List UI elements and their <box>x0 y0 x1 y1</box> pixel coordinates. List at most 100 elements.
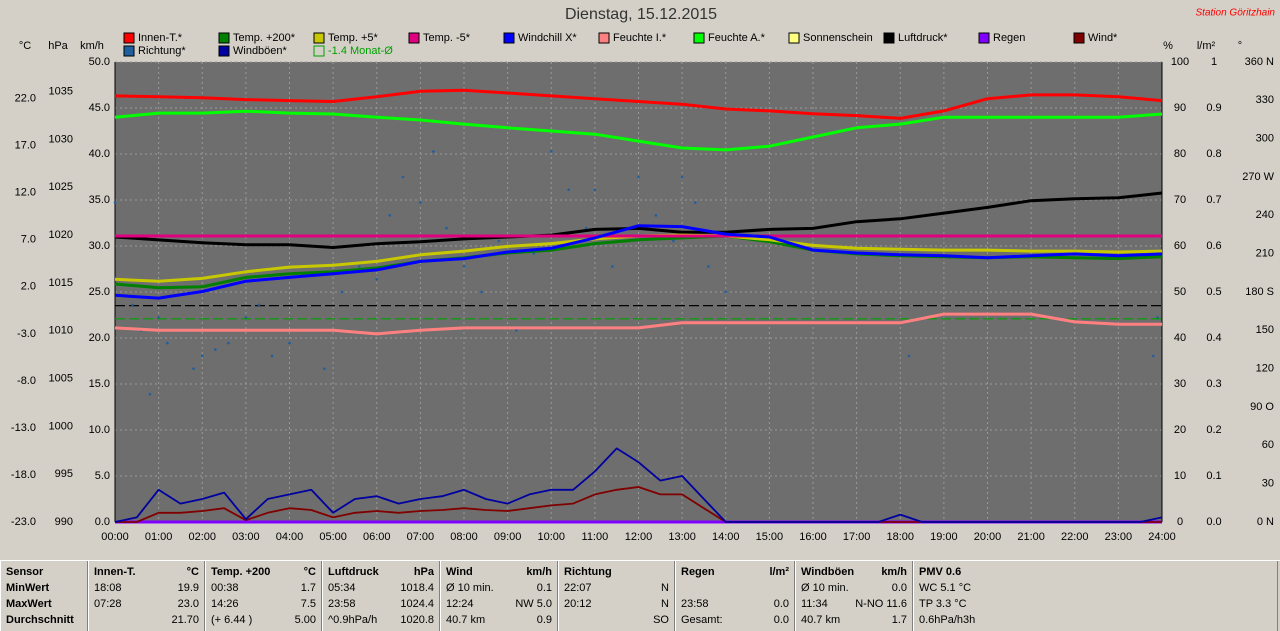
stats-cell: l/m² <box>769 566 789 578</box>
direction-point <box>200 354 204 358</box>
stats-cell: Windböen <box>801 566 855 578</box>
legend-label: Temp. -5* <box>423 32 471 44</box>
y-tick-label: -3.0 <box>17 328 36 340</box>
y-tick-label: 1035 <box>49 86 73 98</box>
y-tick-label: 15.0 <box>89 378 110 390</box>
direction-point <box>270 354 274 358</box>
stats-cell: (+ 6.44 ) <box>211 614 253 626</box>
stats-cell: 00:38 <box>211 582 239 594</box>
x-tick-label: 08:00 <box>450 531 478 543</box>
stats-cell: km/h <box>881 566 907 578</box>
stats-row: WC 5.1 °C <box>919 580 1272 596</box>
stats-section: Innen-T. °C 18:08 19.9 07:28 23.0 21.70 <box>88 561 205 631</box>
y-tick-label: 0.3 <box>1206 378 1221 390</box>
x-tick-label: 02:00 <box>188 531 216 543</box>
y-tick-label: -23.0 <box>11 516 36 528</box>
stats-row: 18:08 19.9 <box>94 580 199 596</box>
y-tick-label: 60 <box>1174 240 1186 252</box>
stats-row: 20:12 N <box>564 596 669 612</box>
direction-point <box>724 290 728 294</box>
stats-section: Windböen km/h Ø 10 min. 0.0 11:34 N-NO 11.6 40… <box>795 561 913 631</box>
x-tick-label: 18:00 <box>886 531 914 543</box>
direction-point <box>257 303 261 307</box>
y-tick-label: 20.0 <box>89 332 110 344</box>
legend-swatch <box>123 45 135 57</box>
direction-point <box>480 290 483 294</box>
stats-row: Ø 10 min. 0.1 <box>446 580 552 596</box>
series-line <box>114 88 1163 120</box>
station-name: Station Göritzhain <box>1196 8 1276 19</box>
stats-cell: 1.7 <box>300 582 316 594</box>
stats-row: 0.6hPa/h3h <box>919 612 1272 628</box>
y-tick-label: 270 W <box>1242 171 1274 183</box>
y-tick-label: 240 <box>1256 209 1274 221</box>
legend-swatch <box>123 32 135 44</box>
y-tick-label: 360 N <box>1245 56 1274 68</box>
x-tick-label: 13:00 <box>668 531 696 543</box>
direction-point <box>358 265 361 268</box>
y-tick-label: 0.8 <box>1206 148 1221 160</box>
x-tick-label: 07:00 <box>407 531 435 543</box>
stats-cell: WC 5.1 °C <box>919 582 972 594</box>
axis-title: l/m² <box>1197 40 1216 52</box>
y-tick-label: 5.0 <box>95 470 110 482</box>
y-tick-label: 70 <box>1174 194 1186 206</box>
stats-cell: °C <box>303 566 316 578</box>
y-tick-label: 50 <box>1174 286 1186 298</box>
stats-row: SO <box>564 612 669 628</box>
stats-cell: 40.7 km <box>801 614 841 626</box>
axis-title: hPa <box>48 40 68 52</box>
stats-cell: 20:12 <box>564 598 592 610</box>
stats-row: (+ 6.44 ) 5.00 <box>211 612 316 628</box>
direction-point <box>532 252 536 255</box>
y-tick-label: 22.0 <box>15 93 36 105</box>
stats-cell: NW 5.0 <box>515 598 552 610</box>
x-tick-label: 17:00 <box>843 531 871 543</box>
legend-swatch <box>218 32 230 44</box>
stats-cell: 40.7 km <box>446 614 486 626</box>
direction-point <box>637 175 640 179</box>
x-tick-label: 00:00 <box>101 531 129 543</box>
direction-point <box>340 290 344 294</box>
stats-cell: 0.1 <box>536 582 552 594</box>
stats-cell: Ø 10 min. <box>801 582 849 594</box>
y-tick-label: 0 <box>1177 516 1183 528</box>
stats-row: 23:58 1024.4 <box>328 596 434 612</box>
y-tick-label: 990 <box>55 516 73 528</box>
y-tick-label: 40 <box>1174 332 1186 344</box>
stats-cell: N <box>661 582 669 594</box>
direction-point <box>192 367 195 370</box>
direction-point <box>419 201 422 204</box>
y-tick-label: 10 <box>1174 470 1186 482</box>
y-tick-label: 30 <box>1174 378 1186 390</box>
legend-label: Innen-T.* <box>138 32 183 44</box>
stats-row: 22:07 N <box>564 580 669 596</box>
legend-swatch <box>693 32 705 44</box>
stats-row: 40.7 km 0.9 <box>446 612 552 628</box>
stats-cell: 5.00 <box>294 614 316 626</box>
stats-section: Temp. +200 °C 00:38 1.7 14:26 7.5 (+ 6.44 ) 5.0… <box>205 561 322 631</box>
y-tick-label: 1010 <box>49 325 73 337</box>
row-label: Sensor <box>6 566 44 578</box>
chart-title: Dienstag, 15.12.2015 <box>565 6 717 23</box>
direction-point <box>388 214 392 217</box>
legend-label: Feuchte A.* <box>708 32 766 44</box>
stats-row: 23:58 0.0 <box>681 596 789 612</box>
legend-label: Temp. +5* <box>328 32 379 44</box>
stats-cell: hPa <box>413 566 434 578</box>
stats-section: Richtung 22:07 N 20:12 N SO <box>558 561 675 631</box>
y-tick-label: 150 <box>1256 324 1274 336</box>
stats-cell: 12:24 <box>446 598 474 610</box>
y-tick-label: 0.1 <box>1206 470 1221 482</box>
legend-swatch <box>978 32 990 44</box>
stats-section: Regen l/m² 23:58 0.0 Gesamt: 0.0 <box>675 561 795 631</box>
x-tick-label: 16:00 <box>799 531 827 543</box>
stats-cell: 0.0 <box>891 582 907 594</box>
x-tick-label: 15:00 <box>756 531 784 543</box>
legend-label: Wind* <box>1088 32 1118 44</box>
stats-cell: 21.70 <box>171 614 199 626</box>
direction-point <box>593 188 597 192</box>
legend-label: Feuchte I.* <box>613 32 667 44</box>
y-tick-label: -13.0 <box>11 422 36 434</box>
